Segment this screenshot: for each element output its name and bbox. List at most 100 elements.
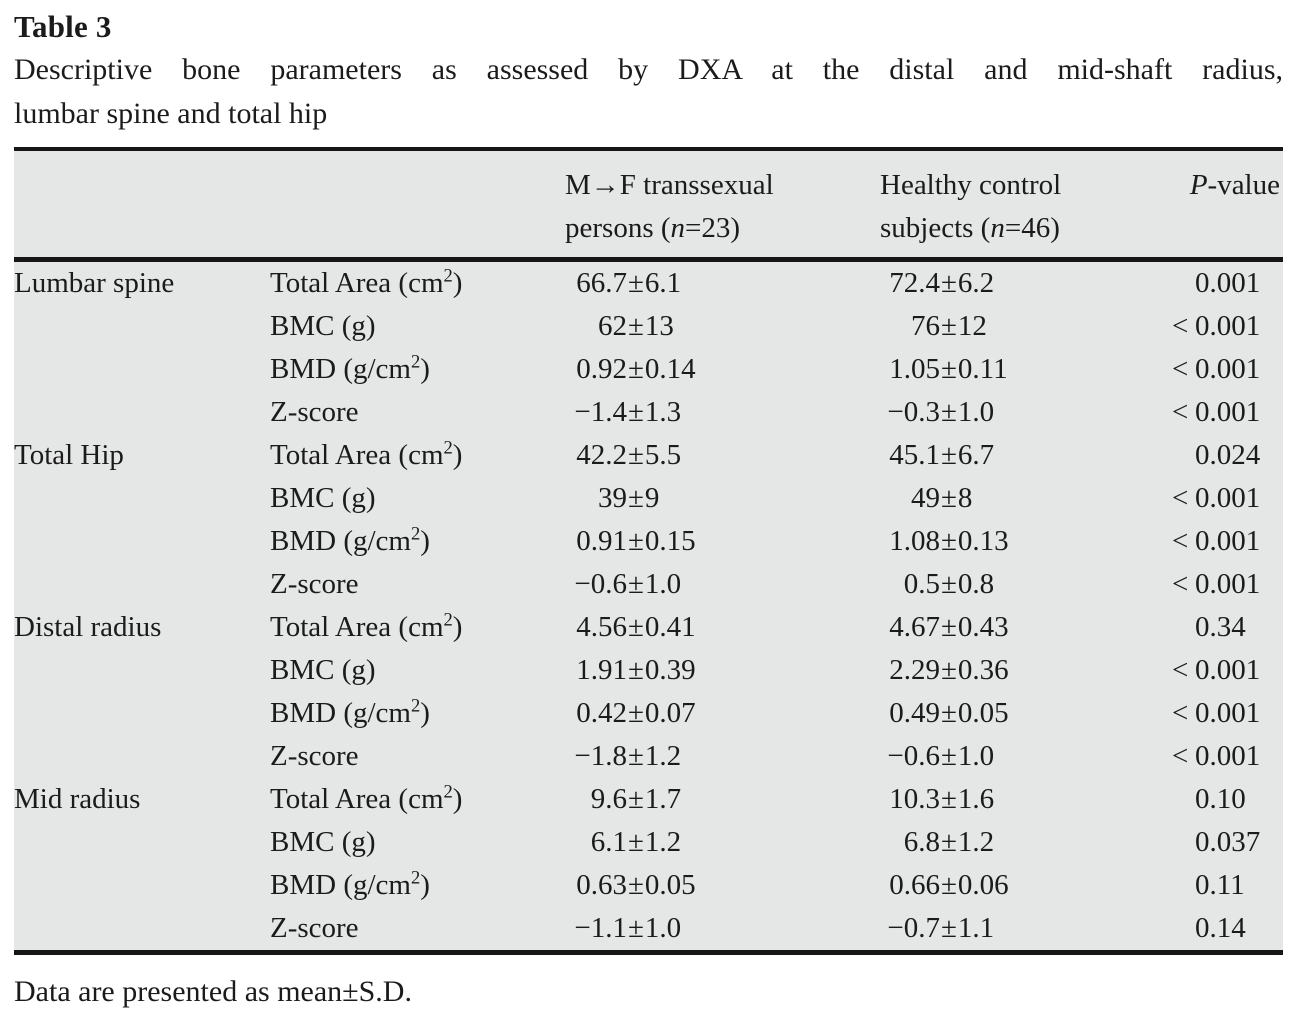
mf-value-cell: 66.7±6.1: [576, 267, 682, 299]
hc-value-cell: 72.4±6.2: [889, 267, 995, 299]
region-cell: [14, 348, 270, 391]
p-value-cell: <0.14: [1195, 912, 1246, 944]
region-cell: [14, 305, 270, 348]
region-cell: [14, 907, 270, 950]
table-body: Lumbar spine Total Area (cm2) 66.7±6.1 72.4…: [14, 262, 1283, 950]
table-row: BMD (g/cm2) 0.63±0.05 0.66±0.06 <0.11: [14, 864, 1283, 907]
table-row: Distal radius Total Area (cm2) 4.56±0.41 4.…: [14, 606, 1283, 649]
table-row: Mid radius Total Area (cm2) 9.6±1.7 10.3±1.…: [14, 778, 1283, 821]
mf-value-cell: 0.63±0.05: [576, 869, 696, 901]
mf-value-cell: 1.91±0.39: [576, 654, 696, 686]
table-label: Table 3: [14, 9, 112, 44]
column-header-mf-line1: M→F transsexual: [565, 169, 774, 201]
parameter-cell: BMD (g/cm2): [270, 695, 430, 729]
parameter-cell: Total Area (cm2): [270, 781, 463, 815]
table-row: Total Hip Total Area (cm2) 42.2±5.5 45.1±6.…: [14, 434, 1283, 477]
p-value-cell: <0.001: [1172, 654, 1261, 686]
p-value-cell: <0.001: [1172, 396, 1261, 428]
table-row: BMC (g) 1.91±0.39 2.29±0.36 <0.001: [14, 649, 1283, 692]
column-header-hc: Healthy control subjects (n=46): [880, 164, 1172, 257]
p-value-cell: <0.001: [1172, 310, 1261, 342]
p-value-cell: <0.11: [1195, 869, 1245, 901]
table-footnote: Data are presented as mean±S.D.: [14, 975, 412, 1008]
p-value-cell: <0.001: [1195, 267, 1261, 299]
table-header-rule: [14, 257, 1283, 262]
column-header-hc-line1: Healthy control: [880, 169, 1062, 201]
hc-value-cell: 0.66±0.06: [889, 869, 1009, 901]
table-row: Z-score −0.6±1.0 0.5±0.8 <0.001: [14, 563, 1283, 606]
mf-value-cell: 0.91±0.15: [576, 525, 696, 557]
region-cell: [14, 692, 270, 735]
mf-value-cell: −0.6±1.0: [574, 568, 682, 600]
table-row: Z-score −1.1±1.0 −0.7±1.1 <0.14: [14, 907, 1283, 950]
region-cell: [14, 563, 270, 606]
table-bottom-rule: [14, 950, 1283, 955]
table-caption-line2: lumbar spine and total hip: [14, 97, 328, 130]
table-row: Lumbar spine Total Area (cm2) 66.7±6.1 72.4…: [14, 262, 1283, 305]
hc-value-cell: 1.08±0.13: [889, 525, 1009, 557]
mf-value-cell: 39±9: [598, 482, 660, 514]
parameter-cell: Total Area (cm2): [270, 609, 463, 643]
region-cell: [14, 391, 270, 434]
parameter-cell: BMC (g): [270, 654, 376, 686]
hc-value-cell: −0.6±1.0: [887, 740, 995, 772]
p-value-cell: <0.024: [1195, 439, 1261, 471]
p-value-cell: <0.001: [1172, 482, 1261, 514]
p-value-cell: <0.34: [1195, 611, 1246, 643]
table-header-row: M→F transsexual persons (n=23) Healthy c…: [14, 151, 1283, 257]
region-cell: [14, 821, 270, 864]
hc-value-cell: 76±12: [911, 310, 987, 342]
table-row: BMD (g/cm2) 0.91±0.15 1.08±0.13 <0.001: [14, 520, 1283, 563]
mf-value-cell: 4.56±0.41: [576, 611, 696, 643]
mf-value-cell: 62±13: [598, 310, 674, 342]
mf-value-cell: 9.6±1.7: [590, 783, 682, 815]
mf-value-cell: 42.2±5.5: [576, 439, 682, 471]
hc-value-cell: 4.67±0.43: [889, 611, 1009, 643]
parameter-cell: Z-score: [270, 568, 359, 600]
hc-value-cell: 1.05±0.11: [889, 353, 1008, 385]
hc-value-cell: 10.3±1.6: [889, 783, 995, 815]
hc-value-cell: 0.5±0.8: [903, 568, 995, 600]
column-header-parameter: [270, 164, 565, 257]
region-cell: [14, 649, 270, 692]
region-cell: [14, 735, 270, 778]
p-value-cell: <0.001: [1172, 740, 1261, 772]
mf-value-cell: −1.1±1.0: [574, 912, 682, 944]
mf-value-cell: −1.4±1.3: [574, 396, 682, 428]
p-value-cell: <0.001: [1172, 353, 1261, 385]
mf-value-cell: −1.8±1.2: [574, 740, 682, 772]
parameter-cell: Z-score: [270, 396, 359, 428]
parameter-cell: Total Area (cm2): [270, 437, 463, 471]
hc-value-cell: 0.49±0.05: [889, 697, 1009, 729]
p-value-cell: <0.037: [1195, 826, 1261, 858]
column-header-mf: M→F transsexual persons (n=23): [565, 164, 880, 257]
region-cell: Distal radius: [14, 611, 162, 643]
table-row: Z-score −1.8±1.2 −0.6±1.0 <0.001: [14, 735, 1283, 778]
p-value-cell: <0.001: [1172, 697, 1261, 729]
p-value-cell: <0.10: [1195, 783, 1246, 815]
table-row: BMC (g) 62±13 76±12 <0.001: [14, 305, 1283, 348]
parameter-cell: BMD (g/cm2): [270, 351, 430, 385]
column-header-hc-line2: subjects (n=46): [880, 212, 1060, 244]
p-value-cell: <0.001: [1172, 568, 1261, 600]
region-cell: [14, 520, 270, 563]
p-value-cell: <0.001: [1172, 525, 1261, 557]
parameter-cell: Total Area (cm2): [270, 265, 463, 299]
hc-value-cell: −0.3±1.0: [887, 396, 995, 428]
table-row: BMC (g) 6.1±1.2 6.8±1.2 <0.037: [14, 821, 1283, 864]
region-cell: [14, 477, 270, 520]
parameter-cell: BMC (g): [270, 310, 376, 342]
parameter-cell: BMD (g/cm2): [270, 867, 430, 901]
table-caption: Descriptive bone parameters as assessed …: [14, 48, 1283, 136]
region-cell: Mid radius: [14, 783, 141, 815]
parameter-cell: BMC (g): [270, 826, 376, 858]
mf-value-cell: 0.92±0.14: [576, 353, 696, 385]
table-content: Table 3 Descriptive bone parameters as a…: [14, 6, 1283, 1013]
parameter-cell: BMC (g): [270, 482, 376, 514]
column-header-region: [14, 164, 270, 257]
table-caption-line1: Descriptive bone parameters as assessed …: [14, 53, 1283, 86]
mf-value-cell: 0.42±0.07: [576, 697, 696, 729]
parameter-cell: Z-score: [270, 912, 359, 944]
parameter-cell: BMD (g/cm2): [270, 523, 430, 557]
hc-value-cell: 6.8±1.2: [903, 826, 995, 858]
